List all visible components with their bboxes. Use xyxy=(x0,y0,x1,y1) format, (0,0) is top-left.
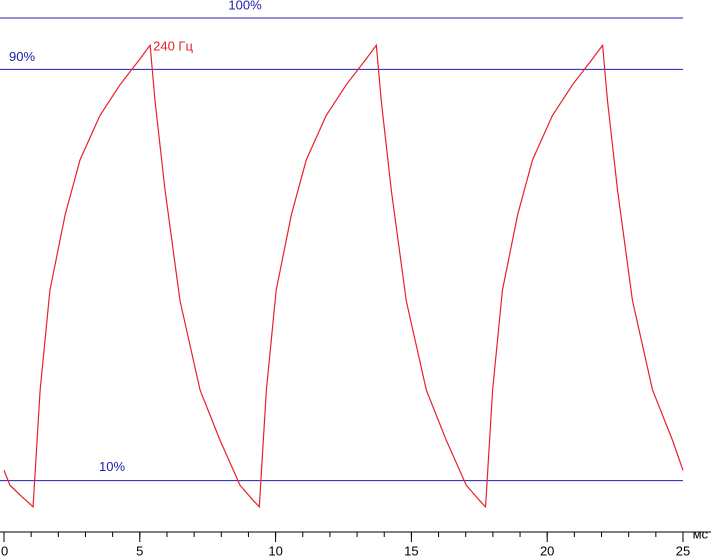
x-tick-label: 25 xyxy=(676,543,690,558)
x-tick-label: 5 xyxy=(136,543,143,558)
series-label: 240 Гц xyxy=(153,39,193,54)
reference-label: 10% xyxy=(99,459,125,474)
x-tick-label: 0 xyxy=(1,543,8,558)
series-line xyxy=(3,43,684,509)
reference-label: 90% xyxy=(9,49,35,64)
x-tick-label: 10 xyxy=(268,543,282,558)
reference-label: 100% xyxy=(228,0,262,12)
x-tick-label: 20 xyxy=(540,543,554,558)
x-axis-label: мс xyxy=(693,526,709,541)
x-tick-label: 15 xyxy=(404,543,418,558)
